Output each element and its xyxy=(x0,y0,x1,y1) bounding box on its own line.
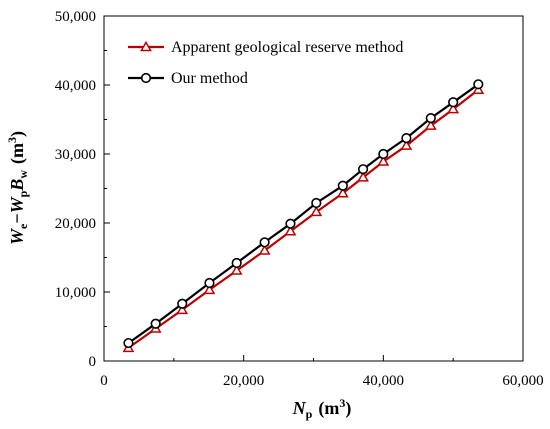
x-tick-label: 20,000 xyxy=(223,373,264,389)
data-point xyxy=(311,197,322,209)
legend-label: Our method xyxy=(171,70,248,87)
y-axis-title-w1: W xyxy=(7,227,27,245)
data-point xyxy=(447,103,460,114)
x-tick-label: 0 xyxy=(100,373,108,389)
y-axis-title-s2: p xyxy=(16,190,30,197)
data-point xyxy=(378,148,389,160)
y-axis-title-w2: W xyxy=(7,195,27,213)
y-tick-label: 30,000 xyxy=(55,147,96,163)
plot-frame xyxy=(103,15,524,362)
x-tick-label: 40,000 xyxy=(363,373,404,389)
series-plot xyxy=(122,79,485,353)
y-axis-title-minus: − xyxy=(7,213,27,223)
legend-item: Our method xyxy=(128,70,248,87)
y-tick-label: 10,000 xyxy=(55,285,96,301)
x-axis-title-main: N xyxy=(292,398,307,418)
data-point xyxy=(357,171,369,182)
data-point xyxy=(284,225,297,236)
y-axis-title-unit-suffix: ) xyxy=(7,131,28,137)
data-point xyxy=(336,187,349,198)
data-point xyxy=(204,277,215,289)
data-point xyxy=(337,180,348,191)
data-point xyxy=(425,113,436,124)
data-point xyxy=(123,337,134,349)
legend-marker xyxy=(140,40,152,52)
y-tick-label: 20,000 xyxy=(55,216,96,232)
axes xyxy=(103,15,524,362)
y-tick-label: 50,000 xyxy=(55,9,96,25)
y-axis-title-s1: e xyxy=(16,223,30,229)
y-tick-label: 40,000 xyxy=(55,78,96,94)
series-group xyxy=(122,83,485,353)
data-point xyxy=(258,244,271,255)
legend-label: Apparent geological reserve method xyxy=(171,39,403,56)
data-point xyxy=(203,283,216,295)
data-point xyxy=(177,298,188,309)
x-axis-title-unit-prefix: (m xyxy=(318,398,339,419)
data-point xyxy=(259,237,270,248)
series-group xyxy=(123,79,484,349)
data-point xyxy=(231,257,242,269)
x-axis-title-unit-suffix: ) xyxy=(345,398,351,419)
data-point xyxy=(176,303,189,315)
data-point xyxy=(401,133,412,144)
data-point xyxy=(310,205,323,217)
x-tick-label: 60,000 xyxy=(502,373,543,389)
y-axis-title: We−WpBw(m3) xyxy=(5,131,30,245)
data-point xyxy=(285,218,296,229)
legend-marker xyxy=(140,72,152,84)
data-point xyxy=(400,139,413,150)
data-point xyxy=(473,79,484,90)
y-axis-title-unit-sup: 3 xyxy=(5,137,19,143)
tick-marks xyxy=(103,15,524,362)
legend-item: Apparent geological reserve method xyxy=(128,39,403,56)
tick-labels: 0 20,000 40,000 60,000 0 10,000 20,000 30,000 40… xyxy=(55,9,544,389)
data-point xyxy=(357,164,369,175)
data-point xyxy=(448,97,459,108)
x-axis-title-sub: p xyxy=(306,407,313,421)
data-point xyxy=(424,119,437,130)
data-point xyxy=(377,155,390,166)
y-axis-title-s3: w xyxy=(16,170,30,179)
y-tick-label: 0 xyxy=(89,354,97,370)
x-axis-title-unit-sup: 3 xyxy=(339,396,345,410)
data-point xyxy=(230,264,243,275)
legend: Apparent geological reserve method Our me… xyxy=(128,39,403,87)
y-axis-title-b: B xyxy=(7,179,27,192)
data-point xyxy=(150,318,161,329)
x-axis-title: Np (m3) xyxy=(292,396,352,421)
y-axis-title-unit-prefix: (m xyxy=(7,143,28,164)
